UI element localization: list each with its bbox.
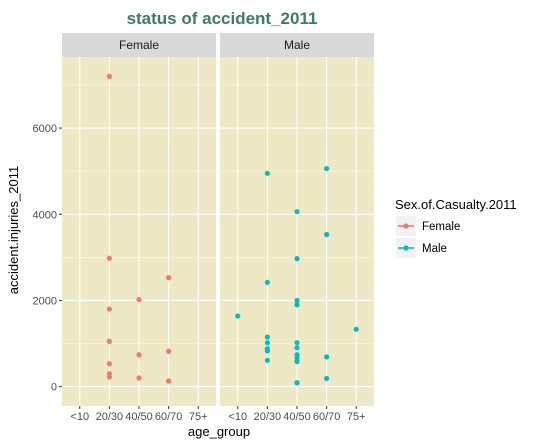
y-tick-label: 6000: [33, 123, 57, 135]
facet-strip-label: Male: [284, 38, 310, 52]
data-point-male: [324, 375, 330, 382]
data-point-male: [294, 256, 300, 262]
data-point-female: [166, 348, 172, 354]
x-tick-label: <10: [70, 411, 89, 423]
x-axis-title: age_group: [188, 424, 250, 439]
data-point-male: [353, 326, 359, 332]
facet-male: Male <10 20/30 40/50 60/70 75+: [220, 33, 374, 423]
facet-strip-label: Female: [119, 38, 159, 52]
data-point-male: [324, 354, 330, 360]
data-point-female: [136, 375, 142, 381]
x-tick-label: 75+: [347, 411, 366, 423]
x-tick-label: 60/70: [313, 411, 341, 423]
x-tick-label: 60/70: [155, 411, 183, 423]
data-point-male: [324, 231, 330, 238]
data-point-male: [294, 359, 300, 365]
data-point-female: [106, 306, 112, 312]
y-axis-title: accident.injuries_2011: [6, 166, 21, 294]
data-point-male: [235, 313, 241, 319]
chart-title: status of accident_2011: [127, 9, 318, 28]
data-point-female: [166, 275, 172, 281]
y-tick-label: 4000: [33, 209, 57, 221]
data-point-male: [294, 302, 300, 308]
data-point-male: [264, 334, 270, 340]
x-tick-label: 40/50: [125, 411, 153, 423]
x-tick-label: <10: [228, 411, 247, 423]
x-tick-label: 20/30: [96, 411, 124, 423]
x-tick-label: 20/30: [254, 411, 282, 423]
facet-strip: [62, 33, 216, 57]
data-point-female: [166, 378, 172, 384]
legend-key-point: [403, 223, 409, 229]
data-point-male: [294, 209, 300, 215]
data-point-male: [264, 348, 270, 354]
data-point-male: [294, 297, 300, 304]
legend-label: Male: [422, 243, 447, 255]
data-point-female: [136, 352, 142, 358]
data-point-male: [264, 279, 270, 285]
data-point-male: [294, 345, 300, 351]
data-point-female: [136, 296, 142, 303]
facet-female: Female <10 20/30 40/50 60/70 75+: [62, 33, 216, 423]
y-tick-label: 2000: [33, 295, 57, 307]
facet-strip: [220, 33, 374, 57]
x-tick-label: 40/50: [283, 411, 311, 423]
legend-key-point: [403, 245, 409, 251]
data-point-male: [294, 340, 300, 346]
x-tick-label: 75+: [189, 411, 208, 423]
data-point-male: [294, 380, 300, 386]
data-point-female: [106, 338, 112, 344]
data-point-female: [106, 374, 112, 380]
data-point-male: [264, 357, 270, 363]
data-point-male: [264, 170, 270, 176]
legend-label: Female: [422, 221, 460, 233]
data-point-female: [106, 73, 112, 79]
data-point-male: [324, 165, 330, 172]
legend-title: Sex.of.Casualty.2011: [395, 197, 517, 212]
legend: Sex.of.Casualty.2011 Female Male: [395, 197, 517, 258]
y-tick-label: 0: [51, 382, 57, 394]
data-point-male: [264, 340, 270, 346]
data-point-female: [106, 255, 112, 261]
facet-panels: Female<10 20/30 40/50 60/70 75+Male<10 20/30 4…: [33, 33, 374, 423]
data-point-female: [106, 361, 112, 367]
